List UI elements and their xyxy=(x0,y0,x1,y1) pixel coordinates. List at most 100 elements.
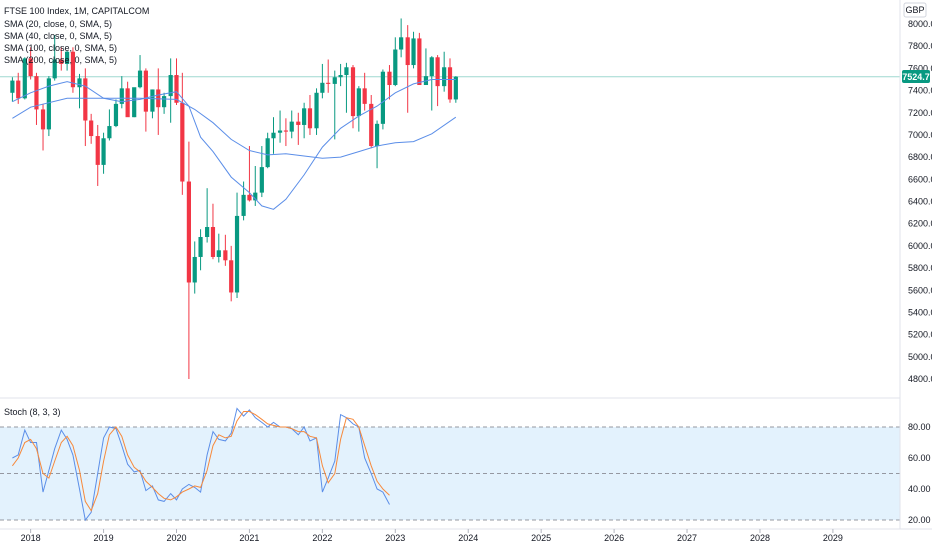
time-tick-label: 2025 xyxy=(531,533,551,543)
candle-body xyxy=(125,88,130,118)
candle-body xyxy=(216,250,221,257)
time-tick-label: 2026 xyxy=(604,533,624,543)
candle-body xyxy=(150,89,155,112)
chart-title[interactable]: FTSE 100 Index, 1M, CAPITALCOM xyxy=(4,6,150,16)
candle-body xyxy=(113,103,119,127)
candle-body xyxy=(174,75,179,103)
stoch-tick-label: 80.00 xyxy=(908,422,931,432)
candle-body xyxy=(205,227,210,237)
legend-sma-200[interactable]: SMA (200, close, 0, SMA, 5) xyxy=(4,55,118,65)
candle-body xyxy=(132,87,137,118)
candle-body xyxy=(314,92,319,129)
candle-body xyxy=(417,38,422,86)
time-tick-label: 2024 xyxy=(458,533,478,543)
stoch-line-k xyxy=(12,407,390,522)
price-tick-label: 6400.0 xyxy=(908,197,932,207)
candle-body xyxy=(332,77,337,84)
candle-body xyxy=(283,130,288,132)
candle-body xyxy=(296,121,301,125)
time-tick-label: 2027 xyxy=(677,533,697,543)
stoch-tick-label: 20.00 xyxy=(908,515,931,525)
time-tick-label: 2029 xyxy=(823,533,843,543)
candle-body xyxy=(34,76,39,110)
last-price-label: 7524.7 xyxy=(902,72,930,82)
price-tick-label: 6600.0 xyxy=(908,174,932,184)
candle-body xyxy=(198,237,203,257)
candle-body xyxy=(453,76,458,100)
stoch-legend[interactable]: Stoch (8, 3, 3) xyxy=(4,407,61,417)
price-tick-label: 5600.0 xyxy=(908,285,932,295)
candle-body xyxy=(28,58,33,77)
candle-body xyxy=(223,250,228,261)
candle-body xyxy=(192,256,197,283)
stoch-tick-label: 60.00 xyxy=(908,453,931,463)
time-tick-label: 2021 xyxy=(239,533,259,543)
price-tick-label: 7200.0 xyxy=(908,108,932,118)
time-tick-label: 2019 xyxy=(94,533,114,543)
candle-body xyxy=(234,215,240,293)
candle-body xyxy=(362,88,367,104)
legend-sma-20[interactable]: SMA (20, close, 0, SMA, 5) xyxy=(4,19,113,29)
price-tick-label: 5400.0 xyxy=(908,307,932,317)
candle-body xyxy=(380,71,386,124)
candle-body xyxy=(89,120,94,137)
candle-body xyxy=(137,70,143,88)
candle-body xyxy=(107,126,112,139)
candle-body xyxy=(70,51,76,88)
price-tick-label: 4800.0 xyxy=(908,374,932,384)
candle-body xyxy=(259,167,264,193)
candle-body xyxy=(64,51,70,64)
candle-body xyxy=(241,194,246,216)
sma-line xyxy=(12,97,457,159)
legend-sma-40[interactable]: SMA (40, close, 0, SMA, 5) xyxy=(4,31,113,41)
price-axis[interactable]: 4800.0 5000.0 5200.0 5400.0 5600.0 5800.0 6000… xyxy=(899,0,932,529)
candle-body xyxy=(229,260,234,293)
candle-body xyxy=(40,109,46,130)
price-tick-label: 7400.0 xyxy=(908,86,932,96)
candle-body xyxy=(101,138,106,165)
currency-badge[interactable] xyxy=(903,2,927,18)
candle-body xyxy=(10,80,15,93)
candle-body xyxy=(374,123,380,147)
time-tick-label: 2020 xyxy=(166,533,186,543)
candle-body xyxy=(119,88,124,104)
candle-body xyxy=(143,70,148,112)
candle-body xyxy=(307,108,313,129)
candle-body xyxy=(156,89,161,108)
candle-body xyxy=(387,71,392,86)
candle-body xyxy=(338,75,343,78)
candle-body xyxy=(326,82,331,84)
price-pane[interactable] xyxy=(0,18,900,399)
legend-sma-100[interactable]: SMA (100, close, 0, SMA, 5) xyxy=(4,43,118,53)
sma-line xyxy=(12,79,456,210)
candle-body xyxy=(52,59,57,79)
candle-body xyxy=(265,138,270,168)
time-tick-label: 2023 xyxy=(385,533,405,543)
candle-body xyxy=(59,59,64,64)
stoch-pane[interactable] xyxy=(0,407,900,522)
candle-body xyxy=(16,80,21,99)
candle-body xyxy=(393,49,398,86)
price-tick-label: 8000.0 xyxy=(908,19,932,29)
candle-body xyxy=(83,78,88,121)
candle-body xyxy=(210,227,216,257)
time-tick-label: 2022 xyxy=(312,533,332,543)
last-price-tag xyxy=(902,70,930,83)
candle-body xyxy=(271,132,276,139)
candle-body xyxy=(302,108,307,125)
candle-body xyxy=(399,37,404,50)
candle-body xyxy=(442,67,447,87)
candle-body xyxy=(429,57,434,77)
candle-body xyxy=(77,78,82,88)
stoch-line-d xyxy=(11,411,390,512)
price-tick-label: 6200.0 xyxy=(908,219,932,229)
candle-body xyxy=(350,67,356,117)
price-tick-label: 7000.0 xyxy=(908,130,932,140)
candle-body xyxy=(168,75,173,97)
candle-body xyxy=(320,82,325,93)
candle-body xyxy=(369,103,374,147)
candle-body xyxy=(186,181,191,283)
price-tick-label: 6800.0 xyxy=(908,152,932,162)
time-axis[interactable]: 2018 2019 2020 2021 2022 2023 2024 2025 2026 2027… xyxy=(0,528,932,543)
